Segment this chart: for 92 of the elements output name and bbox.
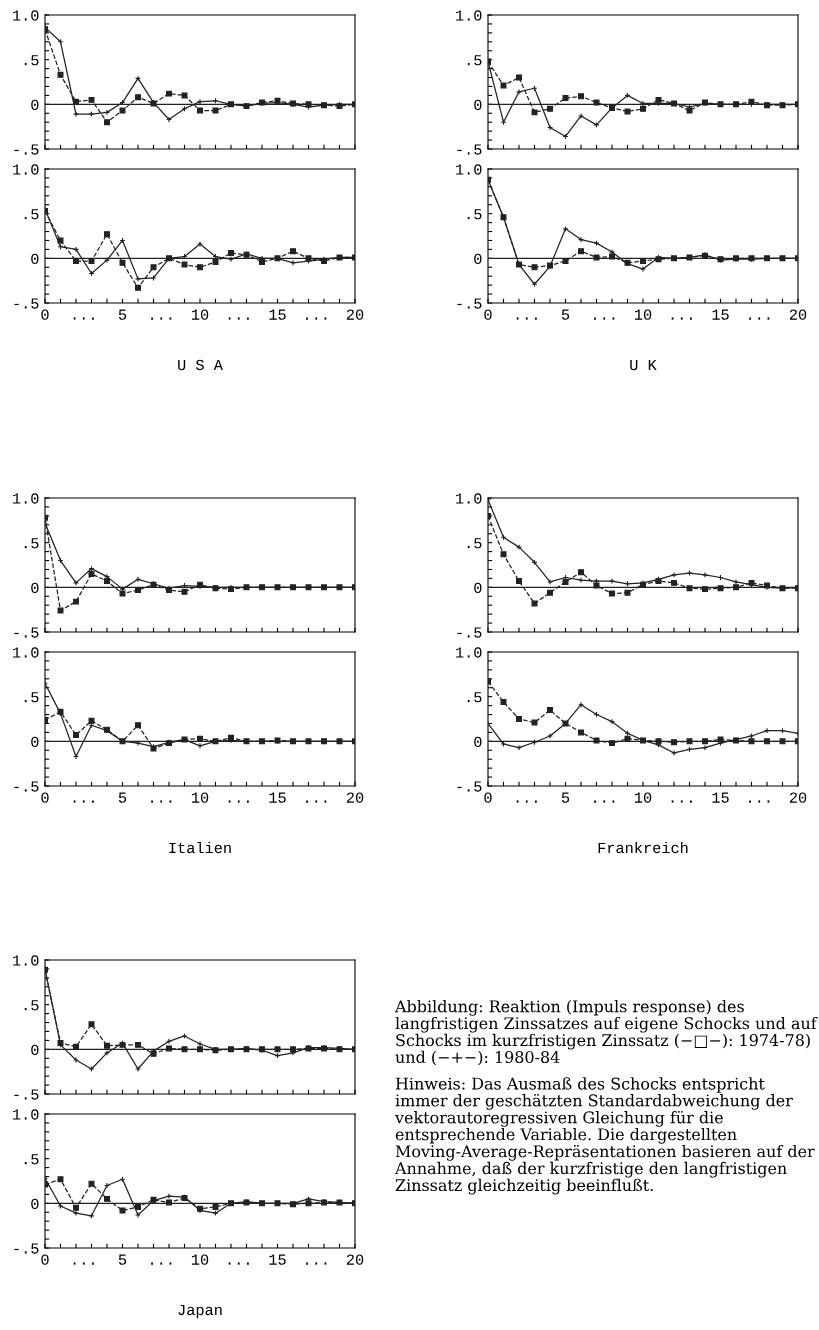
x-tick-label: 0 [41,1254,49,1265]
y-tick-label: .5 [467,538,482,549]
x-tick-label: ... [228,317,249,320]
x-tick-label: ... [516,317,537,320]
text: Abbildung: Reaktion (Impuls response) des langfristigen Zinssatzes auf eigene Schocks und auf Schocks im kurzfristigen Zinssatz (−□−): 1974-78) und (−+−): 1980-84 [394,1000,818,1066]
x-tick-label: ... [749,317,770,320]
y-tick-label: -.5 [14,1243,39,1254]
x-tick-label: ... [671,800,692,803]
y-tick-label: 0 [474,736,482,748]
x-tick-label: ... [151,317,172,320]
y-tick-label: 0 [31,582,39,594]
y-tick-label: 1.0 [456,164,482,175]
x-tick-label: ... [516,800,537,803]
x-tick-label: ... [228,1262,249,1265]
y-tick-label: .5 [24,692,39,703]
x-axis-title: Italien [169,841,231,854]
x-tick-label: 20 [789,309,807,320]
x-tick-label: ... [306,317,327,320]
y-tick-label: -.5 [457,627,482,638]
x-tick-label: 10 [634,792,652,803]
x-tick-label: 5 [118,1254,127,1265]
y-tick-label: 1.0 [13,955,39,966]
y-tick-label: 1.0 [13,647,39,658]
x-tick-label: 0 [41,792,49,803]
y-tick-label: 0 [31,99,39,111]
x-tick-label: 15 [712,792,729,803]
y-tick-label: -.5 [457,781,482,792]
x-tick-label: ... [73,317,94,320]
y-tick-label: -.5 [14,627,39,638]
x-tick-label: 10 [634,309,652,320]
x-tick-label: ... [594,800,615,803]
y-tick-label: 1.0 [13,493,39,504]
x-tick-label: ... [749,800,770,803]
x-tick-label: ... [73,1262,94,1265]
y-tick-label: -.5 [457,144,482,155]
y-tick-label: .5 [24,209,39,220]
x-tick-label: ... [151,1262,172,1265]
x-axis-title: U S A [178,359,223,371]
y-tick-label: .5 [24,55,39,66]
x-tick-label: 5 [561,309,570,320]
y-tick-label: .5 [24,1154,39,1165]
text: Hinweis: Das Ausmaß des Schocks entspricht immer der geschätzten Standardabweichung der vektorautoregressiven Gleichung für die entsprechende Variable. Die dargestellten Moving-Average-Repräsentationen basieren auf der Annahme, daß der kurzfristige den langfristigen Zinssatz gleichzeitig beeinflußt. [394,1077,815,1195]
y-tick-label: 0 [31,736,39,748]
y-tick-label: -.5 [14,298,39,309]
y-tick-label: 0 [31,1198,39,1210]
x-tick-label: 10 [191,792,209,803]
x-tick-label: 5 [118,792,127,803]
y-tick-label: 0 [31,1044,39,1056]
x-tick-label: ... [671,317,692,320]
x-axis-title: U K [630,359,657,371]
x-tick-label: 10 [191,1254,209,1265]
x-tick-label: 15 [269,309,286,320]
x-tick-label: 15 [269,1254,286,1265]
x-tick-label: 0 [484,792,492,803]
y-tick-label: -.5 [457,298,482,309]
y-tick-label: 1.0 [456,493,482,504]
y-tick-label: .5 [467,692,482,703]
y-tick-label: 1.0 [13,1109,39,1120]
y-tick-label: .5 [24,538,39,549]
y-tick-label: .5 [467,55,482,66]
x-tick-label: 0 [41,309,49,320]
x-tick-label: 20 [346,1254,364,1265]
x-tick-label: ... [594,317,615,320]
x-tick-label: 20 [789,792,807,803]
x-tick-label: 10 [191,309,209,320]
y-tick-label: 1.0 [13,164,39,175]
x-axis-title: Frankreich [598,841,688,854]
x-tick-label: 20 [346,309,364,320]
y-tick-label: -.5 [14,144,39,155]
y-tick-label: 1.0 [13,10,39,21]
y-tick-label: .5 [467,209,482,220]
x-tick-label: ... [306,1262,327,1265]
y-tick-label: 0 [474,582,482,594]
x-tick-label: ... [151,800,172,803]
x-tick-label: ... [73,800,94,803]
x-tick-label: ... [228,800,249,803]
y-tick-label: 0 [31,253,39,265]
x-axis-title: Japan [178,1304,222,1319]
y-tick-label: .5 [24,1000,39,1011]
y-tick-label: 1.0 [456,647,482,658]
y-tick-label: -.5 [14,1089,39,1100]
y-tick-label: 0 [474,253,482,265]
y-tick-label: 1.0 [456,10,482,21]
x-tick-label: ... [306,800,327,803]
y-tick-label: -.5 [14,781,39,792]
x-tick-label: 0 [484,309,492,320]
x-tick-label: 20 [346,792,364,803]
x-tick-label: 5 [118,309,127,320]
x-tick-label: 5 [561,792,570,803]
y-tick-label: 0 [474,99,482,111]
x-tick-label: 15 [712,309,729,320]
x-tick-label: 15 [269,792,286,803]
